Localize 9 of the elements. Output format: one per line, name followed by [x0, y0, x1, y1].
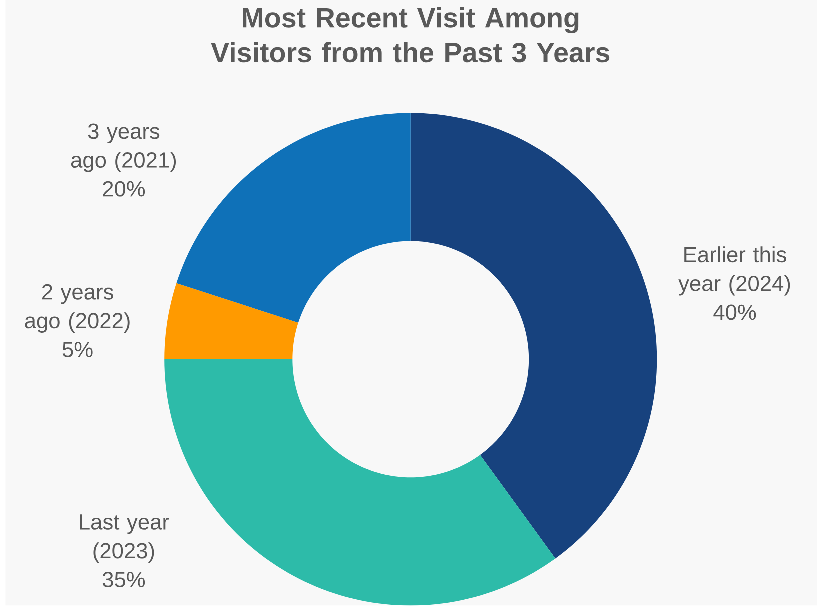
- slice-label: Last year (2023): [80, 514, 170, 564]
- chart-title: Most Recent Visit Among Visitors from the Past 3 Years: [211, 8, 610, 63]
- data-label: 20%: [103, 181, 146, 197]
- slice-label: Earlier this year (2024): [678, 246, 790, 296]
- slice-label: 3 years ago (2021): [71, 124, 176, 172]
- data-label: 35%: [102, 572, 146, 588]
- data-label: 5%: [62, 342, 93, 358]
- data-label: 40%: [714, 304, 756, 320]
- slice-label: 2 years ago (2022): [25, 284, 130, 334]
